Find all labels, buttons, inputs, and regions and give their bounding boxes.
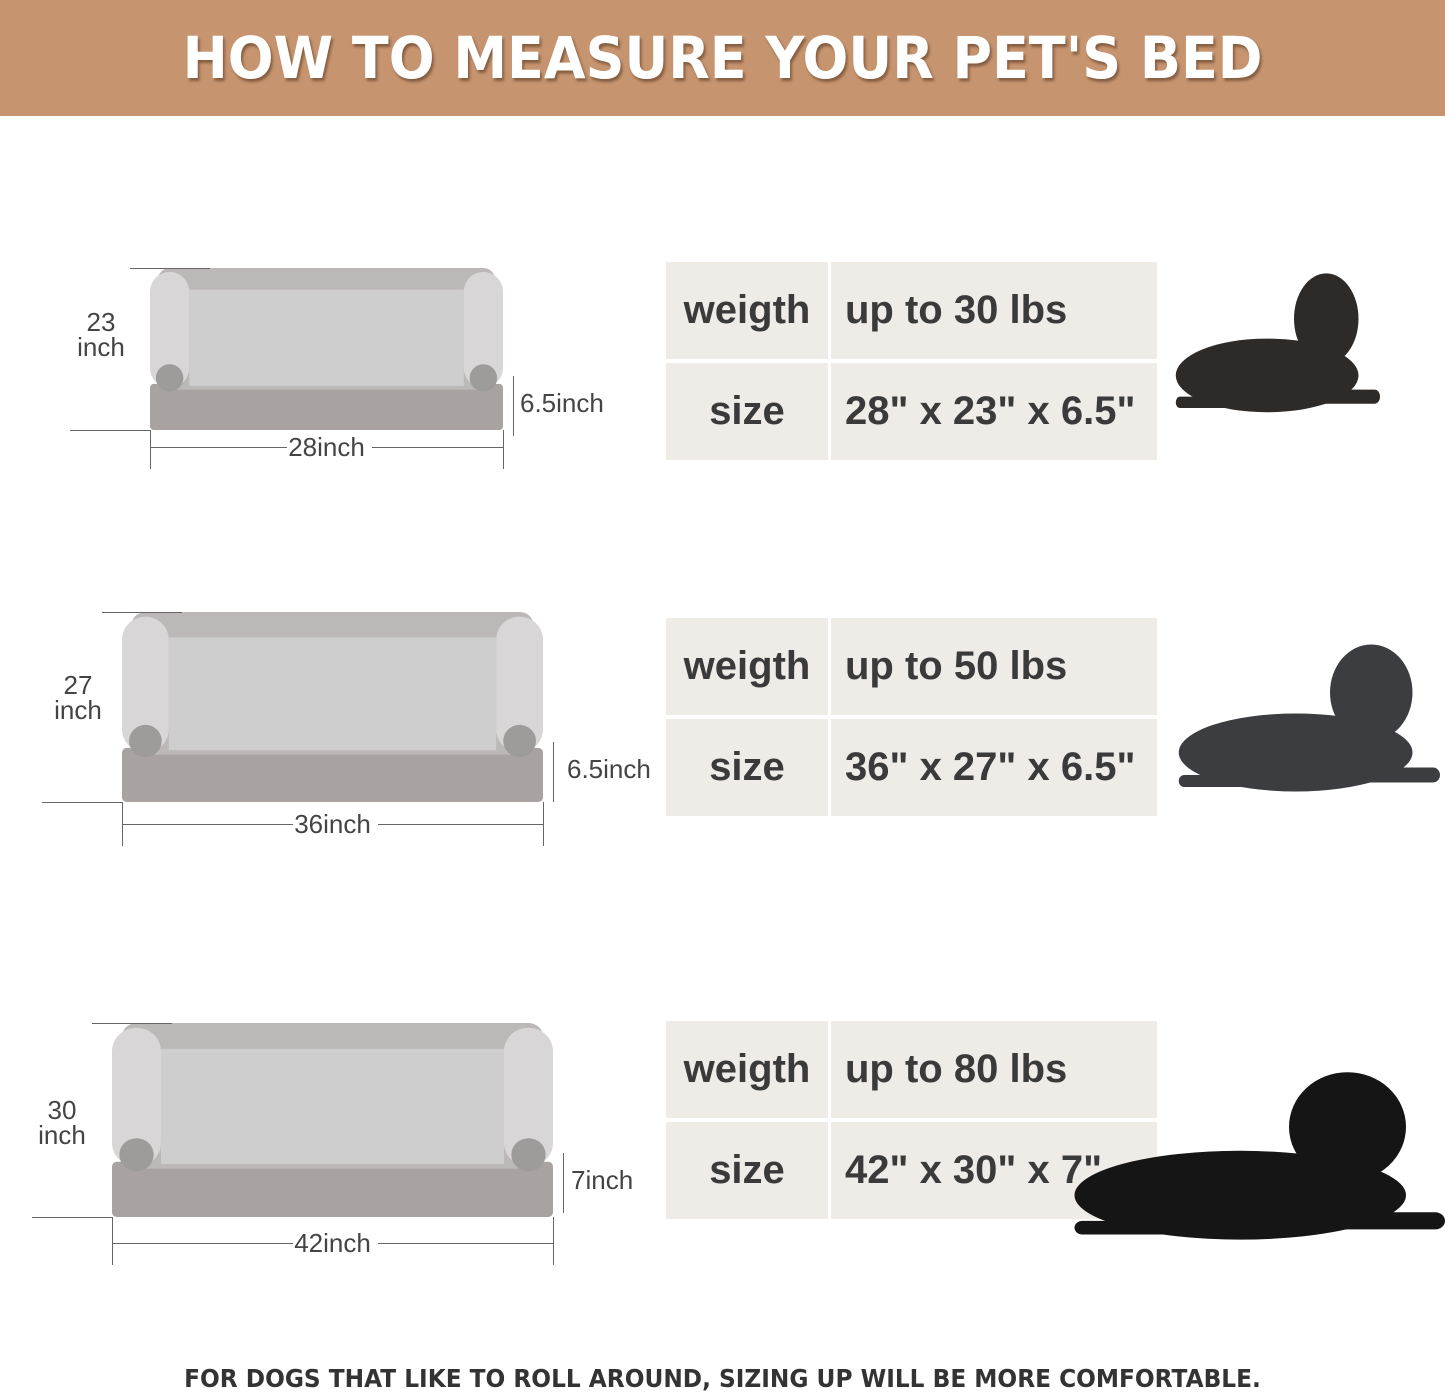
footer-note: FOR DOGS THAT LIKE TO ROLL AROUND, SIZIN…: [184, 1364, 1261, 1393]
width-label: 36inch: [294, 809, 371, 839]
dimension-line: [130, 268, 210, 269]
dimension-line: [42, 802, 122, 803]
dimension-line: [371, 447, 503, 448]
height-label: 6.5inch: [567, 754, 651, 784]
dimension-line: [70, 430, 150, 431]
weight-value: up to 80 lbs: [831, 1021, 1157, 1118]
dimension-line: [563, 1153, 564, 1213]
dimension-line: [102, 612, 182, 613]
dimension-line: [122, 802, 123, 846]
height-label: 7inch: [571, 1165, 634, 1195]
dimension-line: [32, 1217, 112, 1218]
dimension-line: [553, 1217, 554, 1265]
dimension-line: [553, 742, 554, 802]
dimension-line: [503, 430, 504, 469]
bed-illustration: [112, 1023, 553, 1217]
dimension-line: [122, 824, 293, 825]
weight-label: weigth: [666, 1021, 828, 1118]
size-label: size: [666, 363, 828, 460]
dimension-line: [377, 824, 543, 825]
height-label: 6.5inch: [520, 388, 604, 418]
weight-value: up to 50 lbs: [831, 618, 1157, 715]
depth-label: 30 inch: [38, 1095, 86, 1150]
weight-value: up to 30 lbs: [831, 262, 1157, 359]
depth-label: 23 inch: [77, 307, 125, 362]
size-value: 36" x 27" x 6.5": [831, 719, 1157, 816]
size-value: 28" x 23" x 6.5": [831, 363, 1157, 460]
dimension-line: [112, 1243, 293, 1244]
dimension-line: [377, 1243, 553, 1244]
size-label: size: [666, 719, 828, 816]
dimension-line: [150, 447, 287, 448]
dimension-line: [92, 1023, 172, 1024]
labrador-photo: [1055, 1050, 1445, 1255]
dimension-line: [543, 802, 544, 846]
depth-label: 27 inch: [54, 670, 102, 725]
width-label: 28inch: [288, 432, 365, 462]
french-bulldog-photo: [1165, 255, 1380, 425]
size-label: size: [666, 1122, 828, 1219]
weight-label: weigth: [666, 618, 828, 715]
dimension-line: [513, 376, 514, 436]
bed-illustration: [122, 612, 543, 802]
header-banner: HOW TO MEASURE YOUR PET'S BED: [0, 0, 1445, 116]
width-label: 42inch: [294, 1228, 371, 1258]
spaniel-photo: [1165, 625, 1440, 805]
weight-label: weigth: [666, 262, 828, 359]
dimension-line: [150, 430, 151, 469]
page-title: HOW TO MEASURE YOUR PET'S BED: [182, 24, 1263, 92]
dimension-line: [112, 1217, 113, 1265]
bed-illustration: [150, 268, 503, 430]
